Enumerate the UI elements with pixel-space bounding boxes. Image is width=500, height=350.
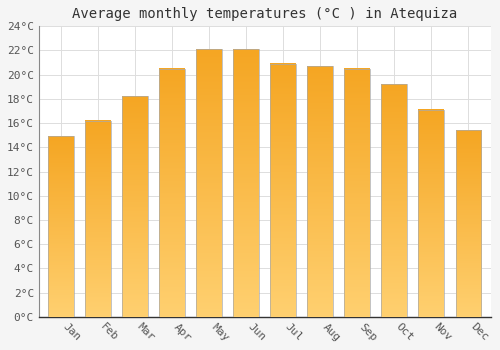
Bar (418, 110, 444, 317)
Bar (456, 131, 481, 317)
Bar (382, 84, 407, 317)
Title: Average monthly temperatures (°C ) in Atequiza: Average monthly temperatures (°C ) in At… (72, 7, 458, 21)
Bar (122, 97, 148, 317)
Bar (456, 131, 481, 317)
Bar (382, 84, 407, 317)
Bar (159, 69, 185, 317)
Bar (344, 69, 370, 317)
Bar (234, 49, 259, 317)
Bar (85, 121, 111, 317)
Bar (85, 121, 111, 317)
Bar (270, 64, 296, 317)
Bar (122, 97, 148, 317)
Bar (344, 69, 370, 317)
Bar (48, 136, 74, 317)
Bar (196, 49, 222, 317)
Bar (418, 110, 444, 317)
Bar (196, 49, 222, 317)
Bar (270, 64, 296, 317)
Bar (308, 66, 334, 317)
Bar (308, 66, 334, 317)
Bar (48, 136, 74, 317)
Bar (234, 49, 259, 317)
Bar (159, 69, 185, 317)
